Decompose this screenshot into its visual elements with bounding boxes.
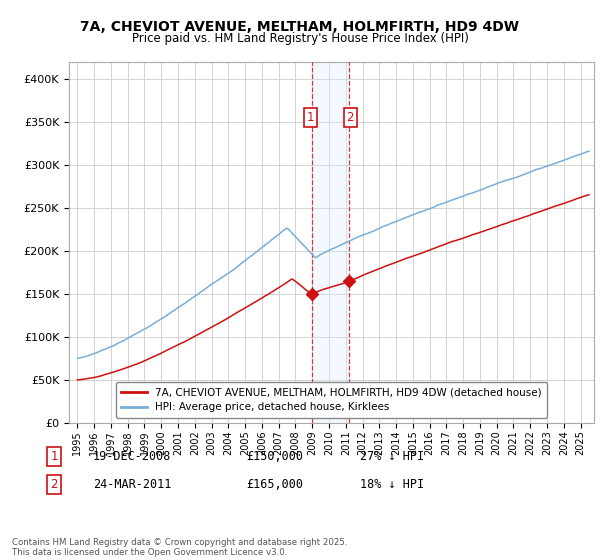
Text: 1: 1 xyxy=(307,111,314,124)
Text: £150,000: £150,000 xyxy=(246,450,303,463)
Text: 7A, CHEVIOT AVENUE, MELTHAM, HOLMFIRTH, HD9 4DW: 7A, CHEVIOT AVENUE, MELTHAM, HOLMFIRTH, … xyxy=(80,20,520,34)
Text: 27% ↓ HPI: 27% ↓ HPI xyxy=(360,450,424,463)
Text: £165,000: £165,000 xyxy=(246,478,303,491)
Text: Contains HM Land Registry data © Crown copyright and database right 2025.
This d: Contains HM Land Registry data © Crown c… xyxy=(12,538,347,557)
Text: 19-DEC-2008: 19-DEC-2008 xyxy=(93,450,172,463)
Text: 24-MAR-2011: 24-MAR-2011 xyxy=(93,478,172,491)
Text: 2: 2 xyxy=(347,111,354,124)
Legend: 7A, CHEVIOT AVENUE, MELTHAM, HOLMFIRTH, HD9 4DW (detached house), HPI: Average p: 7A, CHEVIOT AVENUE, MELTHAM, HOLMFIRTH, … xyxy=(116,382,547,418)
Text: 2: 2 xyxy=(50,478,58,491)
Text: 18% ↓ HPI: 18% ↓ HPI xyxy=(360,478,424,491)
Text: Price paid vs. HM Land Registry's House Price Index (HPI): Price paid vs. HM Land Registry's House … xyxy=(131,32,469,45)
Text: 1: 1 xyxy=(50,450,58,463)
Bar xyxy=(311,62,349,423)
